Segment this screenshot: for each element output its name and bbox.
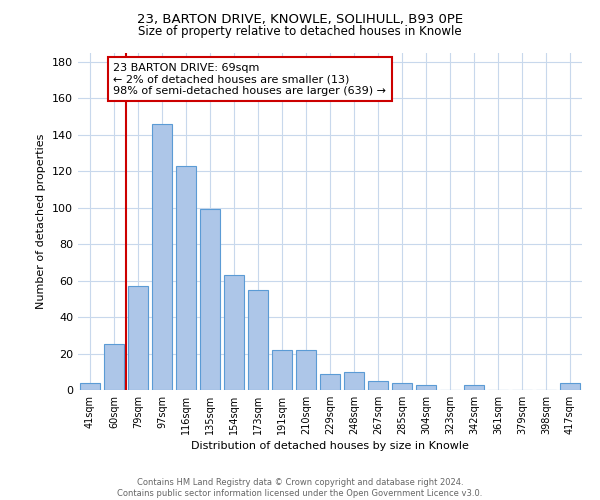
Bar — [80, 382, 100, 390]
Bar — [128, 286, 148, 390]
Bar — [224, 275, 244, 390]
Bar — [320, 374, 340, 390]
Bar — [272, 350, 292, 390]
Bar — [104, 344, 124, 390]
Bar — [176, 166, 196, 390]
Bar — [464, 384, 484, 390]
Bar — [416, 384, 436, 390]
Text: Size of property relative to detached houses in Knowle: Size of property relative to detached ho… — [138, 25, 462, 38]
Bar — [344, 372, 364, 390]
Bar — [368, 381, 388, 390]
Bar — [560, 382, 580, 390]
Bar — [296, 350, 316, 390]
Bar — [200, 210, 220, 390]
Bar — [152, 124, 172, 390]
Y-axis label: Number of detached properties: Number of detached properties — [37, 134, 46, 309]
Bar — [248, 290, 268, 390]
Text: Contains HM Land Registry data © Crown copyright and database right 2024.
Contai: Contains HM Land Registry data © Crown c… — [118, 478, 482, 498]
Bar — [392, 382, 412, 390]
X-axis label: Distribution of detached houses by size in Knowle: Distribution of detached houses by size … — [191, 441, 469, 451]
Text: 23, BARTON DRIVE, KNOWLE, SOLIHULL, B93 0PE: 23, BARTON DRIVE, KNOWLE, SOLIHULL, B93 … — [137, 12, 463, 26]
Text: 23 BARTON DRIVE: 69sqm
← 2% of detached houses are smaller (13)
98% of semi-deta: 23 BARTON DRIVE: 69sqm ← 2% of detached … — [113, 62, 386, 96]
